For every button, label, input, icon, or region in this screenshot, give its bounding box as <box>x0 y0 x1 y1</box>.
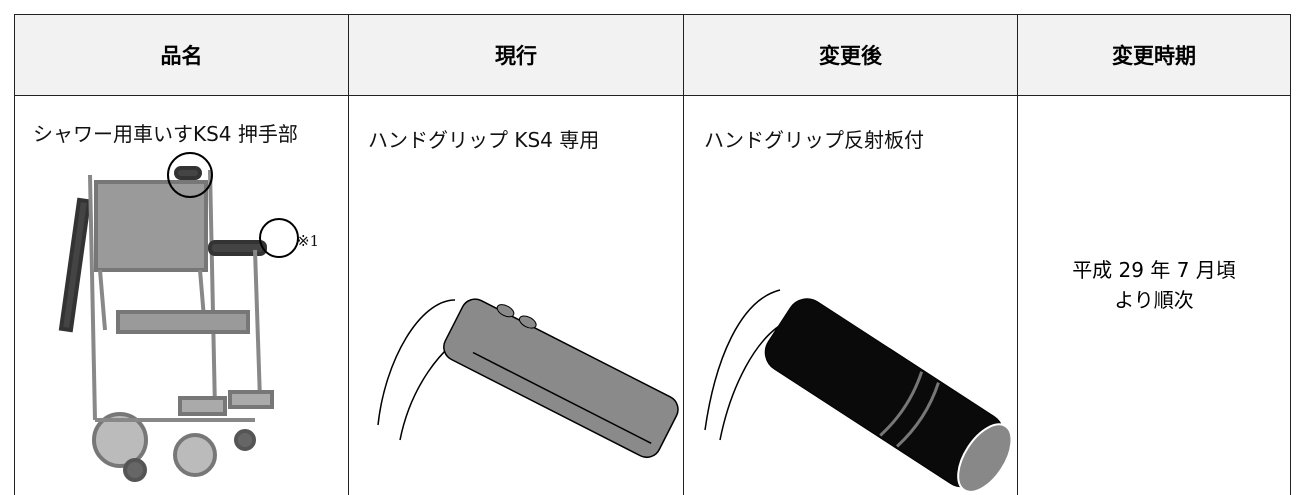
current-item: ハンドグリップ KS4 専用 <box>368 128 600 152</box>
grip-current <box>377 298 679 459</box>
annotation: ※1 <box>297 232 320 250</box>
wheelchair <box>58 166 274 482</box>
header-text: 品名 <box>160 44 203 68</box>
grip-new <box>704 289 1013 493</box>
header-text: 変更時期 <box>1112 44 1196 68</box>
header-cell: 品名 <box>14 14 349 96</box>
highlight-circle <box>167 152 213 198</box>
new-item: ハンドグリップ反射板付 <box>704 128 924 152</box>
highlight-circle <box>259 218 299 258</box>
header-text: 変更後 <box>819 44 882 68</box>
time-line: より順次 <box>1114 288 1194 312</box>
header-cell: 変更後 <box>683 14 1018 96</box>
header-cell: 変更時期 <box>1017 14 1291 96</box>
body-cell: 平成 29 年 7 月頃 より順次 <box>1017 95 1291 495</box>
header-text: 現行 <box>495 44 537 68</box>
time-line: 平成 29 年 7 月頃 <box>1072 258 1236 282</box>
product-name: シャワー用車いすKS4 押手部 <box>33 122 298 146</box>
